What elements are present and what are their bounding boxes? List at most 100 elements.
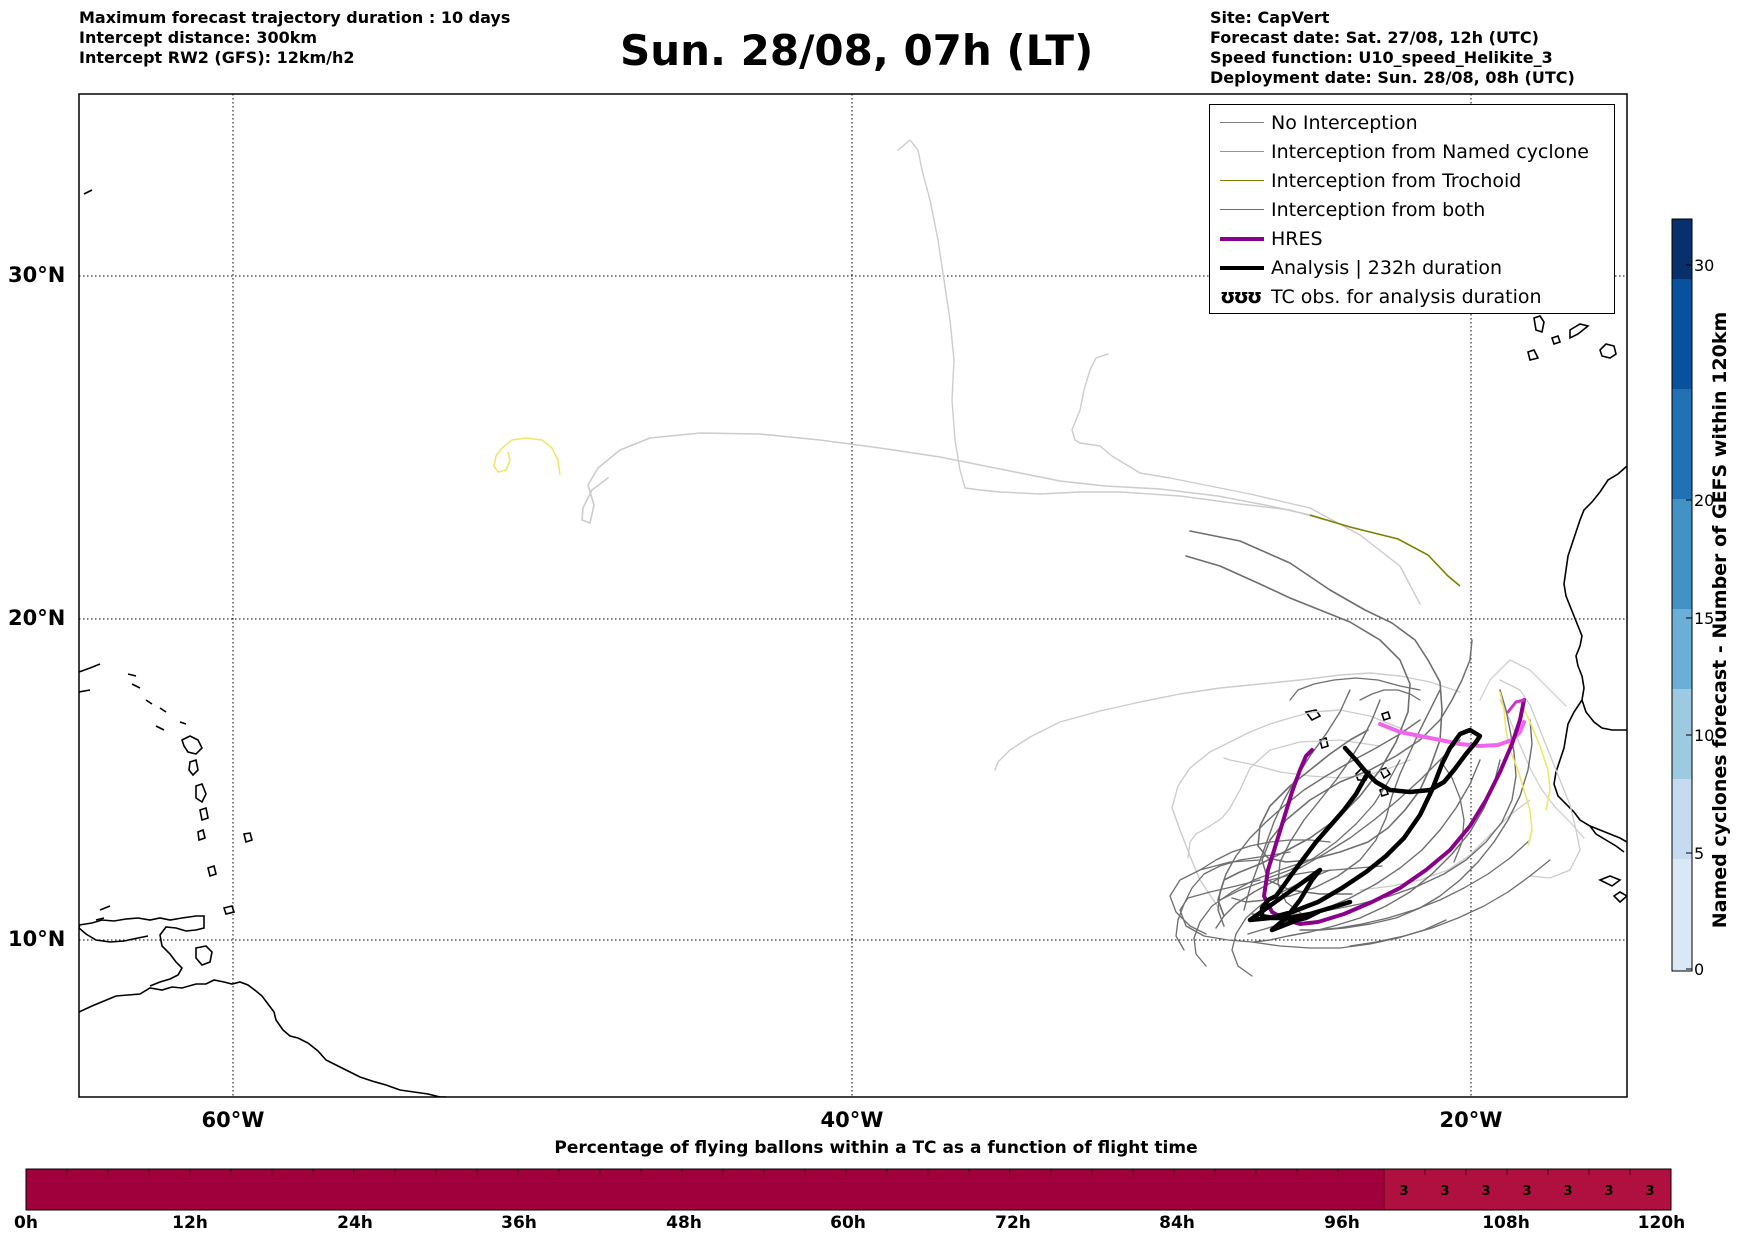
trajectory-line [1359, 799, 1531, 891]
legend-item-named-cyclone: Interception from Named cyclone [1210, 138, 1614, 166]
map-frame [78, 93, 1628, 1098]
site-text: Site: CapVert [1210, 8, 1330, 27]
flight-time-tick: 72h [995, 1213, 1031, 1233]
colorbar-tick-label: 30 [1694, 256, 1715, 275]
trajectory-line [1519, 699, 1551, 811]
canary-islands [1527, 315, 1617, 361]
flight-time-cell-labels: 3 3 3 3 3 3 3 [1399, 1184, 1654, 1199]
legend-label: TC obs. for analysis duration [1271, 286, 1542, 308]
south-america-coast [79, 979, 446, 1097]
flight-time-tick: 84h [1159, 1213, 1195, 1233]
trajectories-yellow [493, 437, 1551, 847]
trajectory-line [1315, 839, 1531, 931]
venezuela-coast [79, 915, 205, 987]
analysis-trajectory [1247, 727, 1483, 933]
cell-label: 3 [1440, 1184, 1449, 1199]
flight-time-tick: 120h [1637, 1213, 1686, 1233]
legend-label: No Interception [1271, 112, 1418, 134]
lon-tick-60w: 60°W [201, 1108, 265, 1132]
trajectory-line [1199, 839, 1331, 871]
flight-time-tick: 96h [1324, 1213, 1360, 1233]
flight-time-bar-title: Percentage of flying ballons within a TC… [554, 1138, 1198, 1158]
cell-label: 3 [1645, 1184, 1654, 1199]
legend-label: HRES [1271, 228, 1323, 250]
legend-label: Analysis | 232h duration [1271, 257, 1503, 279]
colorbar-segment [1672, 219, 1692, 279]
lat-tick-30n: 30°N [8, 263, 66, 287]
flight-time-tick: 108h [1482, 1213, 1530, 1233]
trajectory-line [1169, 859, 1261, 935]
forecast-date-text: Forecast date: Sat. 27/08, 12h (UTC) [1210, 28, 1539, 47]
trajectory-line [1359, 689, 1421, 701]
flight-time-tick: 0h [14, 1213, 38, 1233]
intercept-distance-text: Intercept distance: 300km [79, 28, 318, 47]
trajectory-line [1499, 691, 1533, 847]
legend-swatch [1220, 237, 1264, 241]
intercept-rw2-text: Intercept RW2 (GFS): 12km/h2 [79, 48, 355, 67]
st-vincent-island [197, 828, 206, 842]
small-islands-west [79, 189, 111, 928]
legend-label: Interception from both [1271, 199, 1486, 221]
virgin-islands [79, 663, 187, 731]
hres-trajectory [1262, 698, 1526, 926]
legend-item-both: Interception from both [1210, 196, 1614, 224]
grenada-island [207, 864, 217, 878]
cell-label: 3 [1604, 1184, 1613, 1199]
legend-label: Interception from Trochoid [1271, 170, 1522, 192]
trajectory-line [1499, 699, 1585, 839]
colorbar-tick-label: 20 [1694, 491, 1715, 510]
legend-label: Interception from Named cyclone [1271, 141, 1589, 163]
barbados-island [243, 832, 253, 844]
trajectory-line [1253, 759, 1501, 943]
hres-trajectory-segment [1506, 698, 1526, 714]
africa-coast [1553, 465, 1627, 853]
lat-tick-20n: 20°N [8, 606, 66, 630]
flight-time-bar: 3 3 3 3 3 3 3 [25, 1168, 1672, 1211]
trajectory-line [897, 139, 1326, 521]
trajectory-line [1189, 530, 1443, 863]
cell-label: 3 [1563, 1184, 1572, 1199]
trajectory-line [1185, 555, 1411, 917]
legend-item-trochoid: Interception from Trochoid [1210, 167, 1614, 195]
speed-function-text: Speed function: U10_speed_Helikite_3 [1210, 48, 1553, 67]
trajectory-line [1299, 719, 1533, 931]
lon-tick-20w: 20°W [1439, 1108, 1503, 1132]
legend: No Interception Interception from Named … [1209, 104, 1615, 314]
legend-swatch [1220, 122, 1264, 123]
header-left-info: Maximum forecast trajectory duration : 1… [79, 8, 510, 68]
colorbar-tick-label: 10 [1694, 726, 1715, 745]
flight-time-bar-frame [25, 1168, 1672, 1211]
flight-time-tick: 48h [666, 1213, 702, 1233]
flight-time-tick: 36h [501, 1213, 537, 1233]
flight-time-bar-dividers [66, 1169, 1631, 1210]
trajectory-line [1219, 865, 1383, 901]
lon-tick-40w: 40°W [820, 1108, 884, 1132]
colorbar-frame [1671, 218, 1693, 972]
cell-label: 3 [1481, 1184, 1490, 1199]
graticule [79, 94, 1627, 1097]
max-duration-text: Maximum forecast trajectory duration : 1… [79, 8, 511, 27]
analysis-trajectory-loop [1259, 773, 1369, 921]
legend-swatch [1220, 180, 1264, 181]
trajectory-line [493, 437, 561, 476]
flight-time-tick: 12h [172, 1213, 208, 1233]
trajectory-line [1215, 739, 1461, 929]
legend-item-no-interception: No Interception [1210, 109, 1614, 137]
trajectory-line [1479, 659, 1567, 707]
trajectory-line [1179, 879, 1447, 949]
colorbar-title: Named cyclones forecast - Number of GEFS… [1709, 311, 1731, 929]
trajectory-line [581, 432, 1311, 524]
trajectory-line [1171, 709, 1421, 911]
lat-tick-10n: 10°N [8, 927, 66, 951]
flight-time-bar-highlight [1384, 1169, 1671, 1210]
trajectory-line [1289, 677, 1421, 701]
deployment-date-text: Deployment date: Sun. 28/08, 08h (UTC) [1210, 68, 1575, 87]
trajectory-trochoid [1309, 514, 1461, 587]
legend-swatch [1220, 209, 1264, 210]
trajectory-line [1223, 757, 1411, 779]
legend-item-tc-obs: ʊʊʊ TC obs. for analysis duration [1210, 283, 1614, 311]
header-right-info: Site: CapVert Forecast date: Sat. 27/08,… [1210, 8, 1575, 88]
legend-item-analysis: Analysis | 232h duration [1210, 254, 1614, 282]
legend-swatch [1220, 151, 1264, 152]
trajectory-line [1175, 851, 1291, 951]
